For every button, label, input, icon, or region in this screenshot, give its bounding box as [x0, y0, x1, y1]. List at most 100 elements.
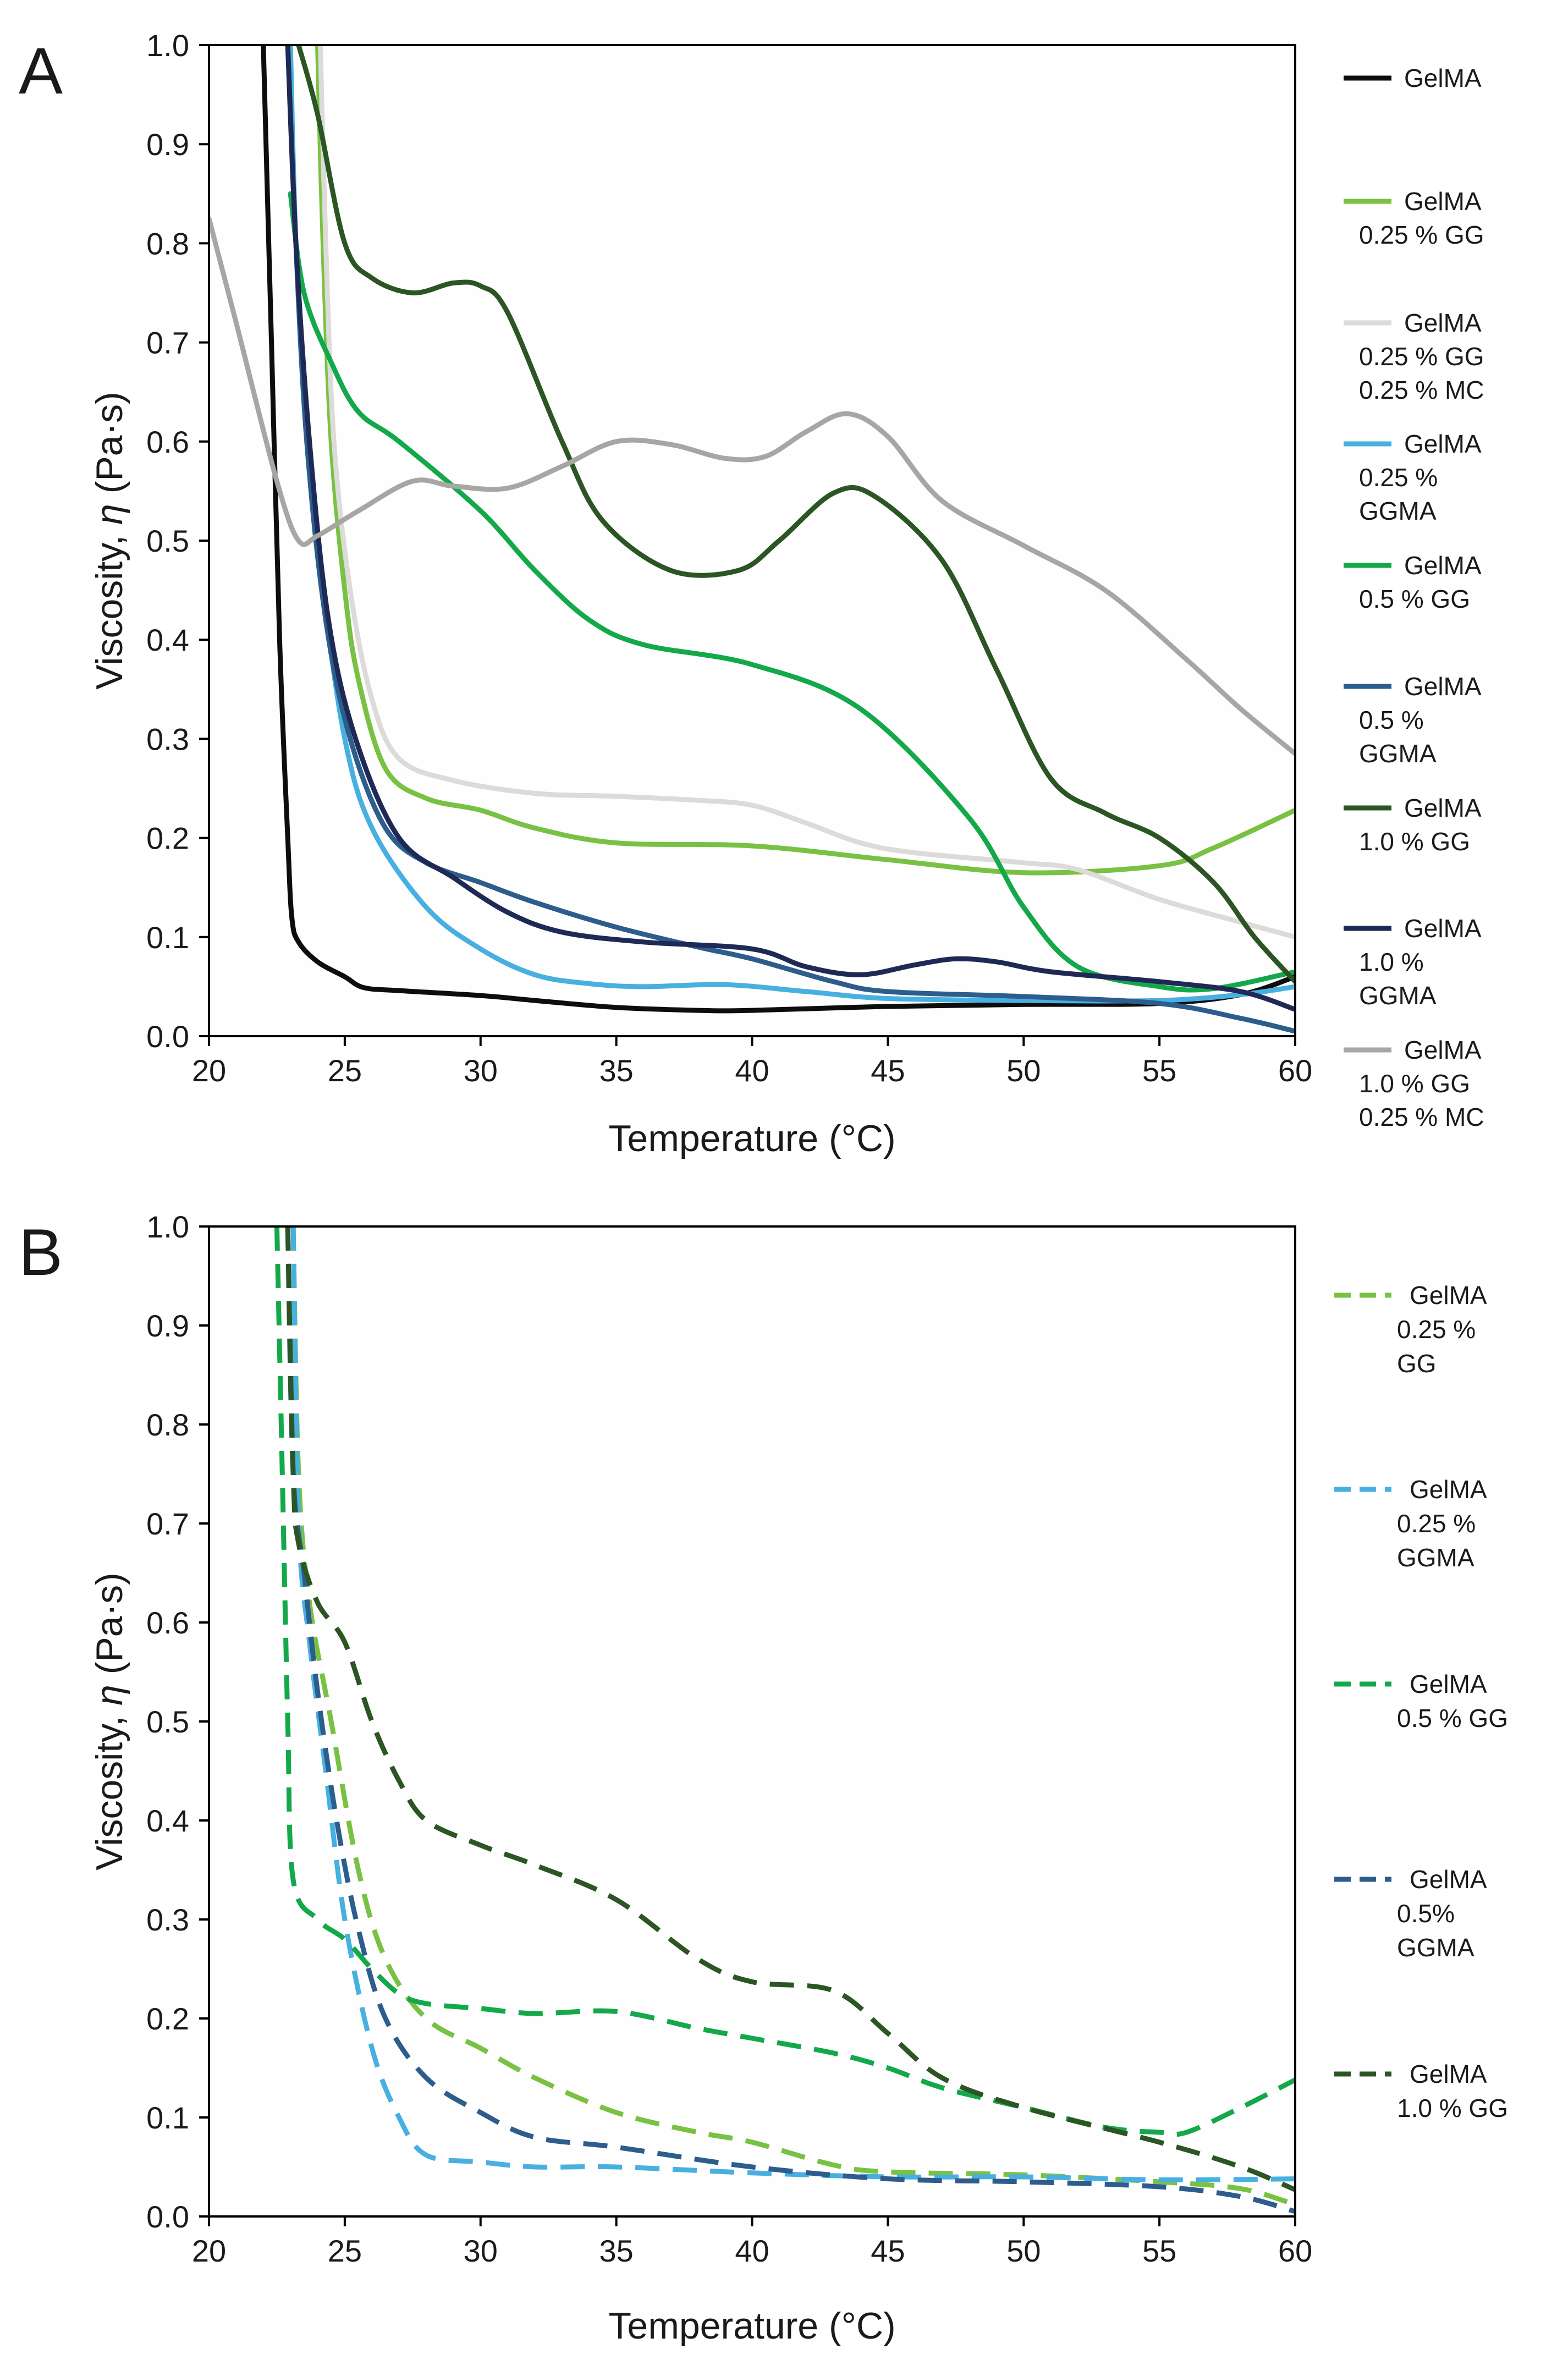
panel-b-x-axis-title: Temperature (°C)	[608, 2305, 895, 2347]
panel-b-y-tick-label: 0.2	[146, 2001, 189, 2036]
panel-a-legend: GelMA GelMA 0.25 % GG GelMA 0.25 % GG 0.25 % …	[1344, 64, 1484, 1131]
panel-a-y-axis-title-prefix: Viscosity,	[89, 525, 130, 690]
panel-b-y-tick-label: 0.9	[146, 1308, 189, 1343]
panel-a-legend-label: 0.25 % MC	[1359, 376, 1484, 404]
panel-a-legend-label: GGMA	[1359, 497, 1437, 525]
panel-a-y-axis-title: Viscosity, η (Pa·s)	[89, 392, 130, 690]
panel-b-legend-label: 0.5%	[1397, 1899, 1455, 1928]
panel-a-y-tick-label: 0.4	[146, 623, 189, 657]
panel-a-series-line	[296, 45, 1295, 984]
panel-b-series-line	[274, 1226, 1295, 2137]
panel-b-x-tick-label: 25	[328, 2234, 362, 2268]
panel-a-legend-label: GelMA	[1404, 551, 1482, 580]
panel-b-x-tick-label: 35	[599, 2234, 633, 2268]
panel-a-legend-label: GelMA	[1404, 430, 1482, 458]
panel-a-legend-label: 0.5 %	[1359, 706, 1424, 734]
panel-b-legend-label: 1.0 % GG	[1397, 2094, 1508, 2122]
panel-b-legend-label: GG	[1397, 1349, 1437, 1378]
panel-b-axes-frame	[208, 1225, 1296, 2218]
panel-b-legend-label: GelMA	[1410, 1670, 1487, 1698]
panel-a-y-tick-label: 0.9	[146, 127, 189, 162]
panel-b-legend-label: GelMA	[1410, 1865, 1487, 1894]
panel-b-x-tick-label: 45	[871, 2234, 905, 2268]
panel-b: B 20 25 30 35 40 45 50 55 60 0.0 0.1 0.2 0.3 0.4 0.5 0.…	[19, 1209, 1508, 2347]
panel-a-series-line	[285, 45, 1295, 1034]
panel-a-legend-label: GelMA	[1404, 672, 1482, 701]
panel-a-series-line	[285, 45, 1295, 1012]
panel-b-x-tick-label: 30	[464, 2234, 498, 2268]
panel-b-y-axis-title-prefix: Viscosity,	[89, 1706, 130, 1871]
panel-a-axes-frame	[208, 44, 1296, 1037]
panel-a-y-tick-label: 0.2	[146, 821, 189, 856]
panel-b-y-axis-title-suffix: (Pa·s)	[89, 1572, 130, 1685]
panel-a-legend-label: 1.0 % GG	[1359, 827, 1470, 856]
panel-b-y-tick-label: 0.5	[146, 1704, 189, 1739]
panel-a-y-tick-label: 1.0	[146, 28, 189, 63]
panel-a-series-line	[315, 45, 1295, 876]
panel-a-x-tick-label: 45	[871, 1053, 905, 1088]
panel-b-y-tick-label: 0.3	[146, 1902, 189, 1937]
panel-a-x-tick-label: 20	[192, 1053, 226, 1088]
panel-a-y-tick-label: 0.6	[146, 425, 189, 459]
panel-b-x-tick-label: 60	[1278, 2234, 1312, 2268]
panel-a-y-tick-label: 0.5	[146, 524, 189, 558]
panel-b-legend-label: GelMA	[1410, 2060, 1487, 2088]
panel-a-series-line	[209, 216, 1295, 756]
panel-a-ticks: 20 25 30 35 40 45 50 55 60 0.0 0.1 0.2 0.3 0.4 0.5 0.6 0…	[146, 28, 1312, 1088]
panel-a-legend-label: 0.25 %	[1359, 463, 1438, 492]
panel-b-series-line	[285, 1226, 1295, 2214]
panel-b-y-tick-label: 0.8	[146, 1407, 189, 1442]
panel-b-x-tick-label: 55	[1142, 2234, 1176, 2268]
panel-b-x-tick-label: 20	[192, 2234, 226, 2268]
panel-b-y-tick-label: 0.0	[146, 2199, 189, 2234]
panel-a-x-tick-label: 30	[464, 1053, 498, 1088]
panel-a-x-tick-label: 55	[1142, 1053, 1176, 1088]
panel-b-legend-label: 0.5 % GG	[1397, 1704, 1508, 1732]
panel-a-x-axis-title: Temperature (°C)	[608, 1118, 895, 1159]
panel-a-letter: A	[19, 34, 63, 108]
panel-a-legend-label: 0.25 % GG	[1359, 221, 1484, 249]
panel-a-x-tick-label: 60	[1278, 1053, 1312, 1088]
panel-a-legend-label: GelMA	[1404, 309, 1482, 337]
panel-b-ticks: 20 25 30 35 40 45 50 55 60 0.0 0.1 0.2 0.3 0.4 0.5 0.6 0…	[146, 1209, 1312, 2268]
panel-a-series-line	[261, 45, 1295, 1014]
panel-a-legend-label: 0.5 % GG	[1359, 585, 1470, 613]
panel-a-legend-label: GelMA	[1404, 794, 1482, 822]
panel-b-legend-label: GGMA	[1397, 1933, 1475, 1962]
panel-b-series-line	[285, 1226, 1295, 2192]
panel-b-legend-label: GGMA	[1397, 1543, 1475, 1572]
panel-b-y-tick-label: 0.6	[146, 1605, 189, 1640]
panel-a-x-tick-label: 25	[328, 1053, 362, 1088]
panel-a-legend-label: GelMA	[1404, 914, 1482, 943]
panel-b-y-tick-label: 0.4	[146, 1803, 189, 1838]
panel-a: A 20 25 30 35 40 45 50 55 60 0.0 0.1 0.2 0.3 0.4 0.5 0.…	[19, 28, 1484, 1159]
panel-a-legend-label: 1.0 %	[1359, 948, 1424, 976]
panel-a-legend-label: 0.25 % MC	[1359, 1103, 1484, 1131]
panel-b-legend-label: 0.25 %	[1397, 1315, 1476, 1344]
panel-a-legend-label: GelMA	[1404, 64, 1482, 92]
panel-a-legend-label: GGMA	[1359, 739, 1437, 768]
panel-a-series-line	[288, 191, 1295, 993]
panel-b-plot-area	[209, 1226, 1295, 2216]
panel-b-y-tick-label: 0.1	[146, 2100, 189, 2135]
panel-a-x-tick-label: 40	[735, 1053, 769, 1088]
panel-a-x-tick-label: 35	[599, 1053, 633, 1088]
panel-a-legend-label: GGMA	[1359, 981, 1437, 1010]
panel-b-series	[274, 1226, 1295, 2214]
panel-b-y-tick-label: 0.7	[146, 1506, 189, 1541]
panel-b-y-axis-title: Viscosity, η (Pa·s)	[89, 1572, 130, 1871]
panel-a-y-tick-label: 0.0	[146, 1019, 189, 1054]
panel-a-series-line	[317, 45, 1295, 940]
panel-a-legend-label: 0.25 % GG	[1359, 342, 1484, 371]
panel-b-legend-label: GelMA	[1410, 1475, 1487, 1504]
panel-b-x-tick-label: 50	[1006, 2234, 1041, 2268]
panel-b-legend-label: GelMA	[1410, 1281, 1487, 1310]
panel-a-y-axis-title-symbol: η	[89, 504, 130, 525]
panel-a-legend-label: GelMA	[1404, 1036, 1482, 1064]
panel-a-legend-label: GelMA	[1404, 187, 1482, 216]
panel-a-y-tick-label: 0.7	[146, 326, 189, 360]
panel-a-y-tick-label: 0.8	[146, 226, 189, 261]
panel-b-y-tick-label: 1.0	[146, 1209, 189, 1244]
panel-a-y-tick-label: 0.3	[146, 722, 189, 756]
